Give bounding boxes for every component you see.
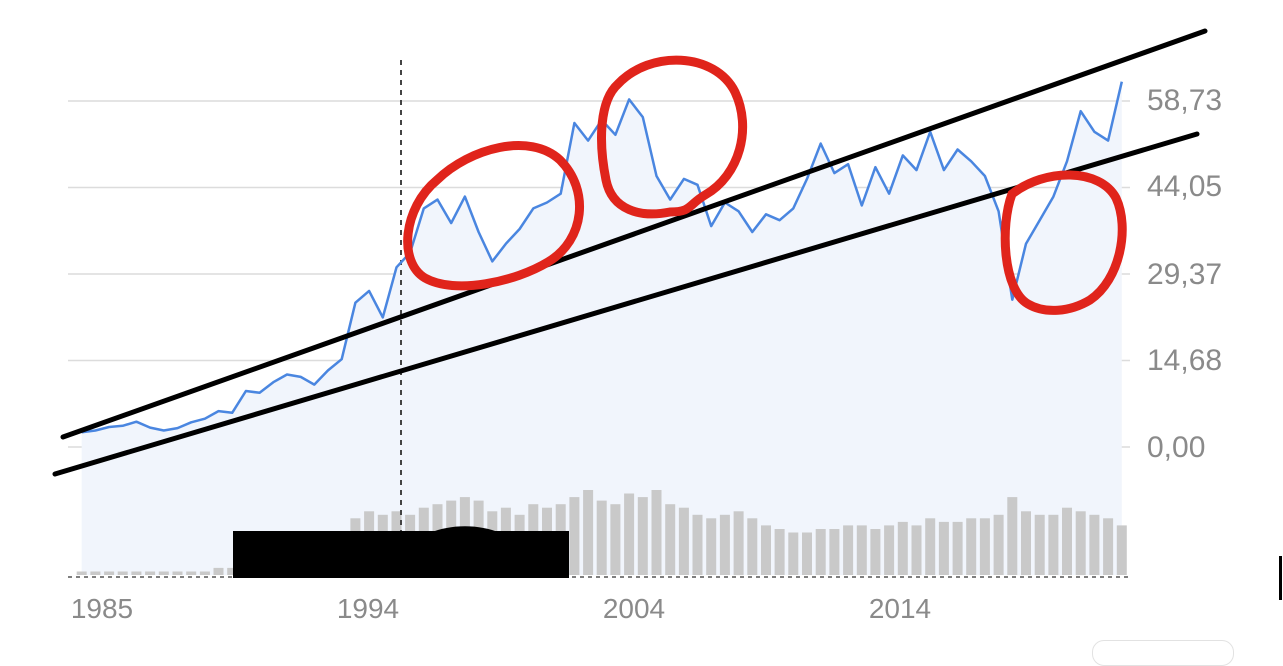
volume-bar xyxy=(952,521,963,575)
volume-bar xyxy=(1103,518,1114,575)
trend-line-upper xyxy=(60,28,1208,440)
volume-bar xyxy=(815,529,826,575)
volume-bar xyxy=(227,567,238,575)
volume-bar xyxy=(583,490,594,575)
volume-bar xyxy=(938,521,949,575)
y-tick-label: 0,00 xyxy=(1147,431,1205,464)
volume-bar xyxy=(979,518,990,575)
volume-bar xyxy=(925,518,936,575)
volume-bar xyxy=(1048,514,1059,575)
price-area xyxy=(81,81,1122,575)
volume-bar xyxy=(637,497,648,575)
price-area-fill xyxy=(81,81,1122,575)
volume-bar xyxy=(158,571,169,575)
x-tick-label: 2004 xyxy=(603,593,665,624)
stock-chart[interactable]: 58,73 44,05 29,37 14,68 0,00 1985 1994 2… xyxy=(0,0,1283,650)
redaction-block xyxy=(233,531,569,578)
volume-bar xyxy=(1007,497,1018,575)
volume-bar xyxy=(856,525,867,575)
volume-bar xyxy=(651,490,662,575)
redaction-block xyxy=(430,526,500,533)
volume-bar xyxy=(884,525,895,575)
volume-bar xyxy=(829,529,840,575)
volume-bar xyxy=(665,504,676,575)
volume-bar xyxy=(131,571,142,575)
range-toggle[interactable] xyxy=(1092,640,1234,666)
x-tick-label: 2014 xyxy=(869,593,931,624)
volume-bar xyxy=(761,525,771,575)
volume-bar xyxy=(843,525,854,575)
volume-bar xyxy=(966,518,977,575)
annotation-circle xyxy=(1000,170,1127,315)
volume-bar xyxy=(90,571,101,575)
volume-bar xyxy=(1075,511,1086,576)
y-tick-label: 58,73 xyxy=(1147,84,1222,117)
volume-bar xyxy=(993,514,1004,575)
volume-bar xyxy=(733,511,744,576)
volume-bar xyxy=(870,529,881,575)
volume-bar xyxy=(596,500,607,575)
annotation-circle xyxy=(403,141,584,291)
volume-bar xyxy=(678,507,689,575)
volume-bar xyxy=(802,532,812,575)
y-tick-label: 29,37 xyxy=(1147,258,1222,291)
y-tick-label: 14,68 xyxy=(1147,344,1222,377)
volume-bar xyxy=(104,571,115,575)
annotation-circle xyxy=(597,55,748,219)
volume-bar xyxy=(186,571,197,575)
x-tick-label: 1985 xyxy=(71,593,133,624)
volume-bar xyxy=(692,514,703,575)
volume-bar xyxy=(788,532,799,575)
volume-bar xyxy=(1089,514,1100,575)
y-tick-label: 44,05 xyxy=(1147,170,1222,203)
volume-bar xyxy=(172,571,183,575)
edge-mark xyxy=(1279,556,1282,600)
trend-line-lower xyxy=(52,131,1200,477)
volume-bar xyxy=(610,504,621,575)
volume-bar xyxy=(1116,525,1127,575)
volume-bar xyxy=(897,521,908,575)
volume-bar xyxy=(706,518,717,575)
volume-bar xyxy=(199,571,210,575)
volume-bar xyxy=(117,571,128,575)
volume-bar xyxy=(569,497,580,575)
volume-bar xyxy=(145,571,156,575)
volume-bar xyxy=(774,529,785,575)
volume-bar xyxy=(1034,514,1045,575)
volume-bar xyxy=(213,567,224,575)
volume-bar xyxy=(719,514,730,575)
volume-bar xyxy=(624,493,635,575)
volume-bar xyxy=(76,571,87,575)
volume-bar xyxy=(911,525,922,575)
x-tick-label: 1994 xyxy=(337,593,399,624)
volume-bar xyxy=(1021,511,1031,576)
volume-bar xyxy=(1062,507,1072,575)
volume-bar xyxy=(747,518,758,575)
